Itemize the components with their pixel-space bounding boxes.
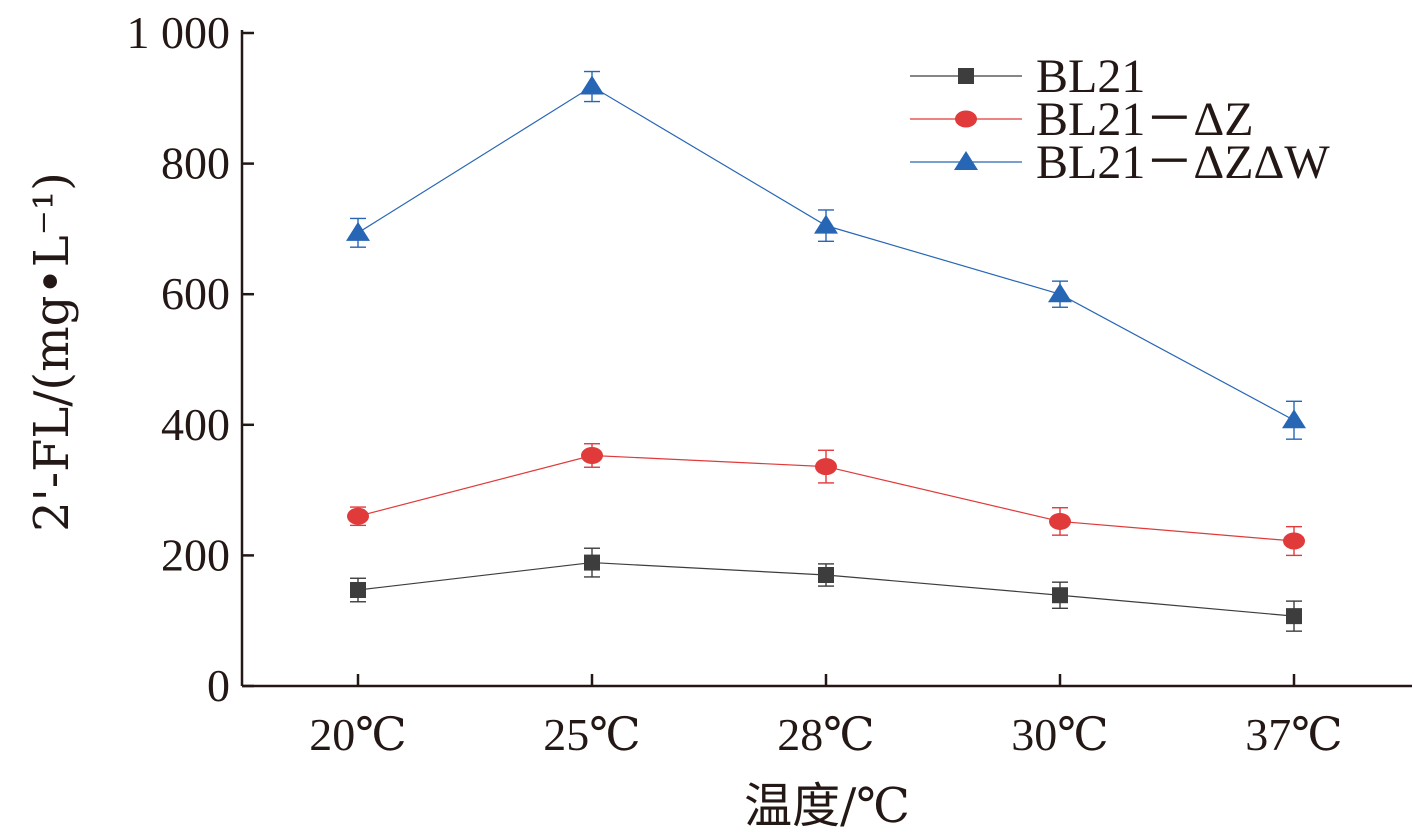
data-point xyxy=(350,582,366,599)
legend-label: BL21 xyxy=(1036,50,1145,103)
x-tick-label: 20℃ xyxy=(309,709,406,760)
series-0 xyxy=(350,547,1302,632)
series-2 xyxy=(346,70,1306,440)
legend-item: BL21－ΔZΔW xyxy=(910,136,1330,189)
data-point xyxy=(1283,532,1305,550)
x-ticks: 20℃ 25℃ 28℃ 30℃ 37℃ xyxy=(309,674,1343,760)
data-point xyxy=(1286,608,1302,625)
x-tick-label: 37℃ xyxy=(1245,709,1342,760)
data-point xyxy=(818,566,834,583)
data-point xyxy=(815,458,837,476)
legend-marker xyxy=(958,68,974,84)
y-ticks: 0 200 400 600 800 1 000 xyxy=(127,7,254,711)
data-point xyxy=(346,221,370,241)
data-point xyxy=(1049,512,1071,530)
x-tick-label: 28℃ xyxy=(777,709,874,760)
data-point xyxy=(1282,409,1306,429)
y-tick-label: 600 xyxy=(161,268,230,319)
legend-item: BL21－ΔZ xyxy=(910,93,1254,146)
x-tick-label: 30℃ xyxy=(1011,709,1108,760)
y-axis-title: 2'-FL/(mg•L⁻¹) xyxy=(24,172,80,532)
legend-marker xyxy=(955,110,977,128)
x-tick-label: 25℃ xyxy=(543,709,640,760)
data-point xyxy=(580,75,604,95)
y-tick-label: 200 xyxy=(161,529,230,580)
y-tick-label: 0 xyxy=(207,660,230,711)
y-tick-label: 400 xyxy=(161,399,230,450)
legend-label: BL21－ΔZΔW xyxy=(1036,136,1330,189)
data-point xyxy=(1048,283,1072,303)
data-point xyxy=(1052,587,1068,604)
legend-label: BL21－ΔZ xyxy=(1036,93,1254,146)
y-tick-label: 800 xyxy=(161,138,230,189)
y-tick-label: 1 000 xyxy=(127,7,231,58)
legend-marker xyxy=(954,151,978,170)
series-1 xyxy=(347,443,1305,557)
data-point xyxy=(347,507,369,525)
data-point xyxy=(581,446,603,464)
series-layer xyxy=(346,70,1306,632)
legend-item: BL21 xyxy=(910,50,1145,103)
data-point xyxy=(814,214,838,234)
x-axis-title: 温度/℃ xyxy=(744,778,910,834)
data-point xyxy=(584,554,600,571)
